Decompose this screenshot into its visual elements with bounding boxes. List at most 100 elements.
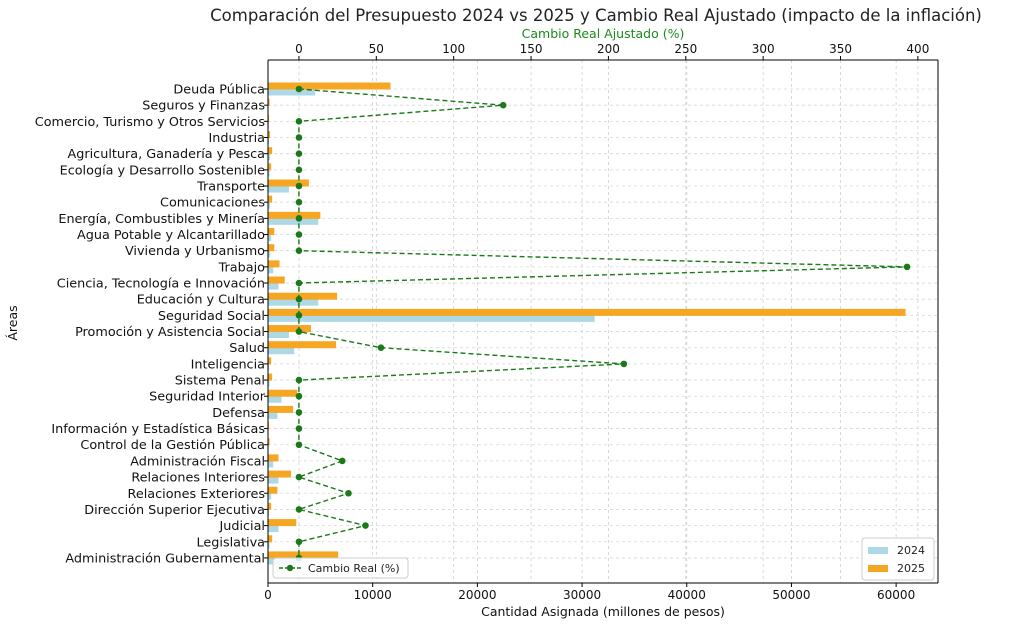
cambio-real-point (295, 118, 303, 125)
cambio-real-point (295, 538, 303, 546)
bar-2025 (268, 357, 272, 365)
x2-tick-label: 0 (295, 42, 303, 56)
cambio-real-point (295, 231, 303, 238)
category-label: Educación y Cultura (137, 293, 265, 308)
bar-2025 (268, 244, 275, 252)
legend-line-box (272, 557, 409, 579)
category-label: Vivienda y Urbanismo (125, 244, 265, 259)
bar-2025 (268, 438, 270, 446)
cambio-real-point (295, 328, 303, 335)
bar-2025 (268, 211, 321, 219)
category-label: Transporte (196, 180, 265, 195)
bar-2024 (268, 185, 289, 193)
cambio-real-point (903, 263, 911, 271)
bar-2024 (268, 282, 279, 290)
bar-2024 (268, 250, 271, 258)
bar-2024 (268, 331, 289, 339)
cambio-real-point (620, 360, 628, 368)
x-tick-label: 20000 (458, 588, 496, 602)
category-label: Ecología y Desarrollo Sostenible (60, 163, 266, 178)
bar-2025 (268, 470, 292, 478)
bar-2024 (268, 363, 270, 371)
category-label: Energía, Combustibles y Minería (58, 212, 265, 227)
x-tick-label: 10000 (354, 588, 392, 602)
cambio-real-point (295, 182, 303, 190)
x2-tick-label: 250 (674, 42, 697, 56)
cambio-real-point (499, 101, 507, 109)
category-label: Relaciones Exteriores (128, 487, 266, 502)
x2-tick-label: 50 (369, 42, 384, 56)
cambio-real-point (295, 473, 303, 481)
cambio-real-point (295, 150, 303, 157)
bar-2025 (268, 454, 279, 462)
bar-2024 (268, 201, 271, 209)
chart-title: Comparación del Presupuesto 2024 vs 2025… (210, 6, 982, 25)
category-label: Deuda Pública (173, 83, 265, 98)
bar-2024 (268, 88, 316, 96)
legend-label-2025: 2025 (897, 562, 925, 575)
bar-2024 (268, 234, 272, 242)
bar-2024 (268, 541, 270, 549)
legend-label-2024: 2024 (897, 544, 925, 557)
x-tick-label: 30000 (563, 588, 601, 602)
bar-2024 (268, 153, 271, 161)
bar-2024 (268, 266, 274, 274)
bar-2025 (268, 179, 309, 187)
bar-2024 (268, 411, 278, 419)
bar-2025 (268, 325, 311, 333)
bar-2024 (268, 492, 272, 500)
bar-2025 (268, 114, 270, 122)
cambio-real-point (295, 376, 303, 384)
cambio-real-point (295, 295, 303, 303)
category-label: Seguridad Social (158, 309, 265, 324)
cambio-real-point (295, 409, 303, 416)
cambio-real-point (338, 457, 346, 465)
cambio-real-point (295, 392, 303, 400)
cambio-real-point (295, 506, 303, 513)
bar-2024 (268, 217, 319, 225)
bar-2025 (268, 131, 271, 139)
category-label: Salud (229, 341, 265, 356)
bar-2025 (268, 195, 273, 203)
bar-2025 (268, 502, 272, 510)
bar-2024 (268, 525, 279, 533)
x-tick-label: 50000 (772, 588, 810, 602)
cambio-real-point (295, 198, 303, 206)
category-label: Legislativa (196, 535, 265, 550)
bar-2025 (268, 422, 270, 430)
bar-2024 (268, 347, 295, 355)
category-label: Seguros y Finanzas (142, 99, 265, 114)
bar-2025 (268, 163, 272, 171)
x-tick-label: 40000 (668, 588, 706, 602)
cambio-real-point (362, 522, 369, 529)
category-label: Agua Potable y Alcantarillado (77, 228, 265, 243)
x2-tick-label: 350 (829, 42, 852, 56)
y-axis-label: Áreas (5, 305, 20, 340)
bar-2025 (268, 292, 338, 300)
cambio-real-point (295, 312, 303, 319)
bar-2024 (268, 460, 274, 468)
cambio-real-point (295, 166, 303, 174)
cambio-real-line (296, 88, 908, 558)
category-label: Administración Gubernamental (65, 551, 265, 566)
bar-2025 (268, 228, 275, 236)
cambio-real-point (295, 85, 303, 93)
x-tick-label: 60000 (877, 588, 915, 602)
cambio-real-point (295, 279, 303, 287)
category-label: Administración Fiscal (130, 454, 265, 469)
bar-2025 (268, 260, 280, 268)
bar-2025 (268, 519, 297, 527)
category-label: Judicial (218, 519, 265, 534)
category-label: Trabajo (218, 260, 266, 275)
category-label: Relaciones Interiores (131, 471, 265, 486)
bar-2025 (268, 551, 339, 559)
category-label: Defensa (212, 406, 265, 421)
bar-2025 (268, 147, 273, 155)
bar-2024 (268, 298, 319, 306)
category-label: Control de la Gestión Pública (80, 438, 265, 453)
category-label: Ciencia, Tecnología e Innovación (57, 277, 265, 292)
x2-tick-label: 100 (442, 42, 465, 56)
bar-2024 (268, 476, 279, 484)
legend-swatch-2024 (868, 547, 888, 554)
